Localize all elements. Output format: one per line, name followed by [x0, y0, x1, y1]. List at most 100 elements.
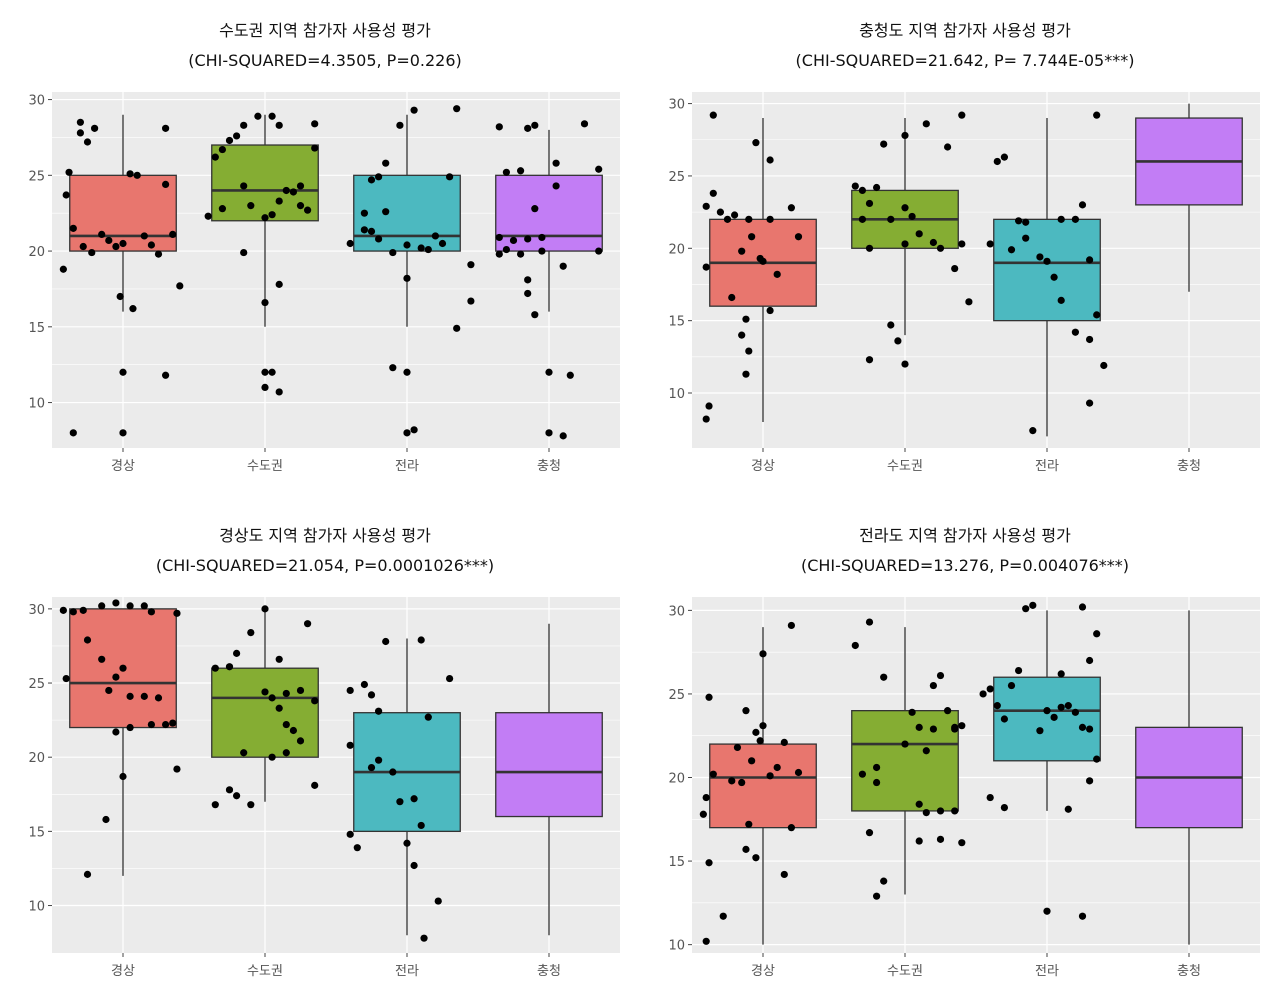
data-point: [901, 740, 909, 748]
data-point: [545, 429, 553, 437]
data-point: [858, 215, 866, 223]
x-tick-label: 수도권: [887, 459, 923, 474]
data-point: [524, 124, 532, 132]
y-tick-label: 20: [668, 772, 685, 787]
data-point: [745, 215, 753, 223]
x-tick-label: 전라: [1035, 964, 1059, 979]
data-point: [865, 244, 874, 252]
data-point: [261, 605, 269, 613]
data-point: [958, 240, 966, 248]
data-point: [759, 722, 767, 730]
data-point: [873, 183, 881, 192]
y-tick-label: 30: [28, 94, 45, 109]
data-point: [176, 282, 184, 290]
data-point: [424, 245, 432, 254]
y-tick-label: 25: [28, 677, 45, 692]
data-point: [1022, 234, 1030, 242]
data-point: [1043, 257, 1051, 265]
y-tick-label: 15: [668, 315, 685, 330]
data-point: [873, 763, 881, 772]
data-point: [375, 173, 383, 181]
data-point: [1050, 273, 1058, 281]
data-point: [766, 772, 774, 780]
data-point: [233, 792, 241, 800]
y-tick-label: 30: [28, 603, 45, 618]
data-point: [773, 270, 781, 278]
data-point: [552, 182, 560, 190]
x-tick-label: 충청: [537, 964, 561, 979]
data-point: [1093, 630, 1101, 638]
data-point: [88, 248, 96, 257]
box-전라: [993, 676, 1101, 762]
data-point: [218, 145, 226, 154]
box-전라: [993, 218, 1101, 322]
data-point: [915, 800, 923, 808]
chart-title: 전라도 지역 참가자 사용성 평가: [859, 526, 1071, 545]
data-point: [410, 861, 418, 870]
data-point: [417, 636, 425, 644]
data-point: [1086, 656, 1094, 665]
data-point: [211, 664, 219, 672]
data-point: [133, 171, 141, 179]
data-point: [1022, 605, 1030, 613]
x-tick-label: 충청: [537, 459, 561, 474]
data-point: [268, 694, 276, 702]
data-point: [360, 680, 368, 689]
data-point: [162, 124, 170, 132]
data-point: [261, 383, 269, 392]
data-point: [147, 720, 155, 729]
data-point: [403, 368, 411, 376]
data-point: [346, 686, 354, 695]
data-point: [858, 770, 866, 778]
data-point: [545, 368, 553, 376]
data-point: [517, 250, 525, 258]
data-point: [1086, 335, 1094, 344]
box-전라: [353, 174, 461, 252]
data-point: [410, 106, 418, 114]
data-point: [865, 829, 874, 837]
data-point: [275, 121, 283, 129]
data-point: [225, 663, 234, 671]
chart-title: 충청도 지역 참가자 사용성 평가: [859, 21, 1071, 40]
x-tick-label: 경상: [751, 964, 775, 979]
data-point: [517, 167, 525, 175]
data-point: [254, 112, 262, 120]
data-point: [403, 839, 411, 847]
data-point: [922, 120, 930, 128]
data-point: [204, 212, 212, 220]
data-point: [467, 297, 475, 305]
data-point: [705, 693, 713, 701]
data-point: [738, 247, 746, 255]
data-point: [304, 620, 312, 628]
data-point: [417, 821, 425, 830]
data-point: [1015, 217, 1023, 225]
data-point: [382, 208, 390, 216]
data-point: [446, 674, 454, 683]
y-tick-label: 15: [28, 321, 45, 336]
data-point: [282, 749, 290, 757]
data-point: [375, 235, 383, 243]
data-point: [851, 182, 859, 190]
data-point: [759, 257, 767, 265]
data-point: [1050, 713, 1058, 721]
data-point: [936, 807, 945, 815]
data-point: [733, 743, 742, 752]
data-point: [1015, 666, 1023, 675]
data-point: [140, 692, 148, 700]
data-point: [346, 239, 354, 248]
y-tick-label: 30: [668, 604, 685, 619]
data-point: [102, 815, 110, 824]
data-point: [116, 292, 124, 301]
data-point: [1071, 328, 1079, 336]
data-point: [1071, 215, 1079, 223]
chart-panel-sudogwon: 수도권 지역 참가자 사용성 평가 (CHI-SQUARED=4.3505, P=…: [0, 0, 640, 490]
data-point: [105, 686, 113, 695]
data-point: [702, 263, 710, 271]
data-point: [417, 244, 425, 252]
chart-panel-gyeongsang: 경상도 지역 참가자 사용성 평가 (CHI-SQUARED=21.054, P=…: [0, 505, 640, 995]
data-point: [780, 738, 788, 747]
data-point: [346, 830, 354, 838]
data-point: [240, 121, 248, 129]
chart-svg: 전라도 지역 참가자 사용성 평가 (CHI-SQUARED=13.276, P=…: [668, 526, 1260, 979]
data-point: [851, 641, 859, 650]
